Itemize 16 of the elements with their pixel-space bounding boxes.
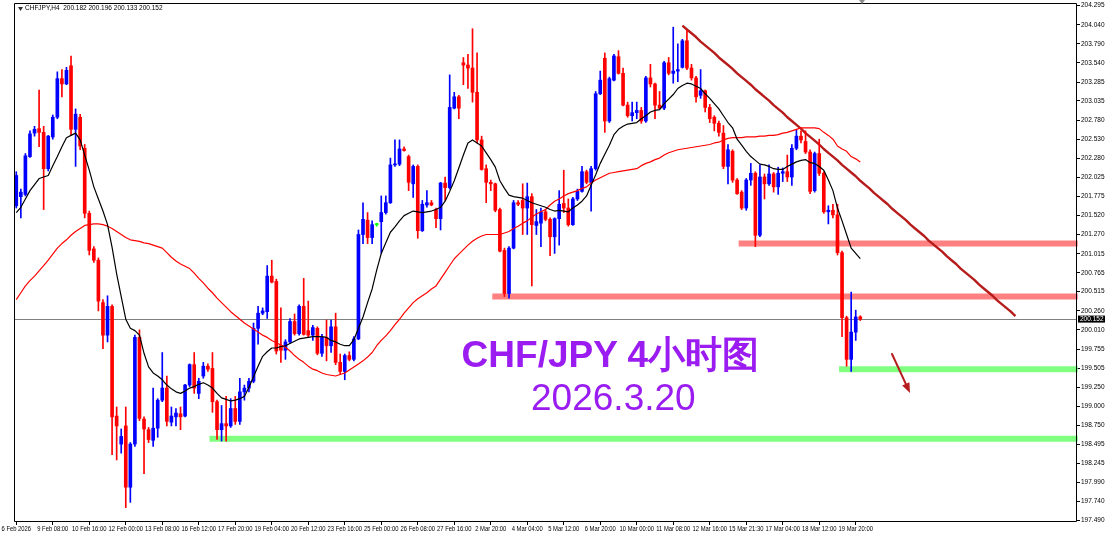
candlestick <box>224 396 228 442</box>
candlestick <box>466 54 470 89</box>
candlestick <box>306 300 311 338</box>
candlestick <box>60 69 64 98</box>
candlestick <box>634 101 639 120</box>
candlestick <box>443 176 447 201</box>
text: CHF/JPY 4小时图 <box>461 333 760 375</box>
candlestick <box>630 101 635 122</box>
candlestick <box>174 408 178 427</box>
candlestick <box>525 182 530 235</box>
candlestick <box>142 416 146 474</box>
candlestick <box>379 195 384 254</box>
candlestick <box>671 26 676 84</box>
candlestick <box>520 183 525 235</box>
candlestick <box>675 43 680 83</box>
text: 2026.3.20 <box>531 376 696 418</box>
